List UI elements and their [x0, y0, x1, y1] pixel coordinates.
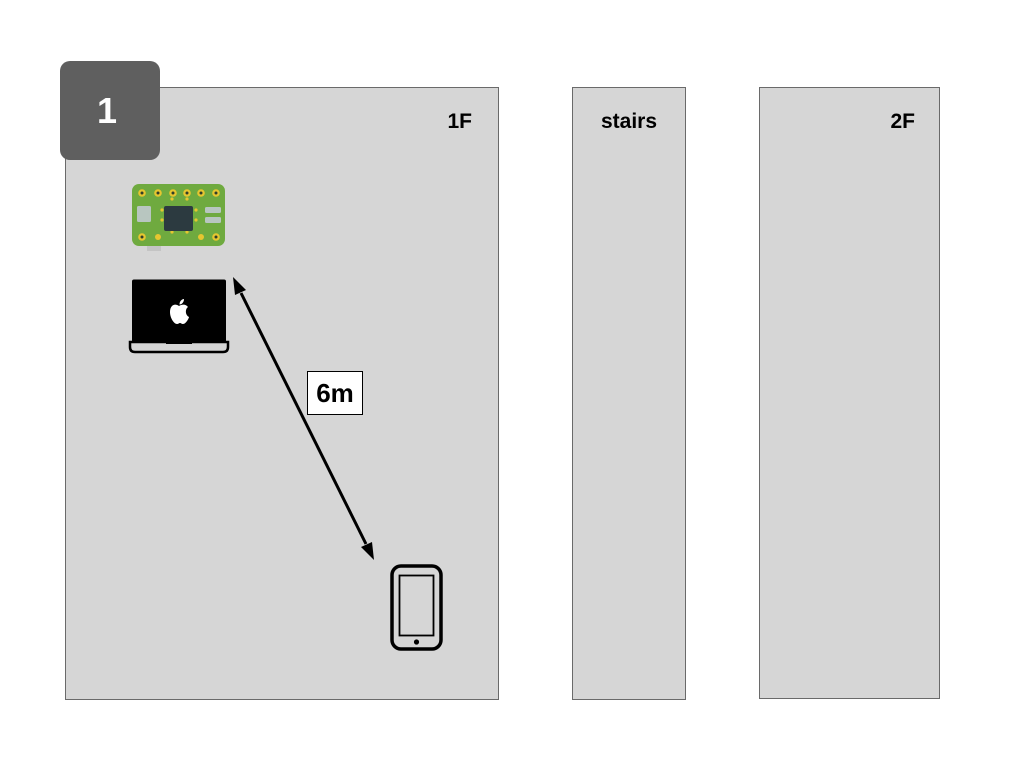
distance-label: 6m: [307, 371, 363, 415]
room-stairs: stairs: [572, 87, 686, 700]
laptop-icon: [128, 279, 230, 354]
room-label-stairs: stairs: [600, 110, 658, 133]
circuit-board-icon: [132, 184, 225, 251]
step-badge: 1: [60, 61, 160, 160]
room-2f: 2F: [759, 87, 940, 699]
room-label-1f: 1F: [447, 110, 472, 133]
room-label-2f: 2F: [890, 110, 915, 133]
smartphone-icon: [390, 564, 443, 651]
